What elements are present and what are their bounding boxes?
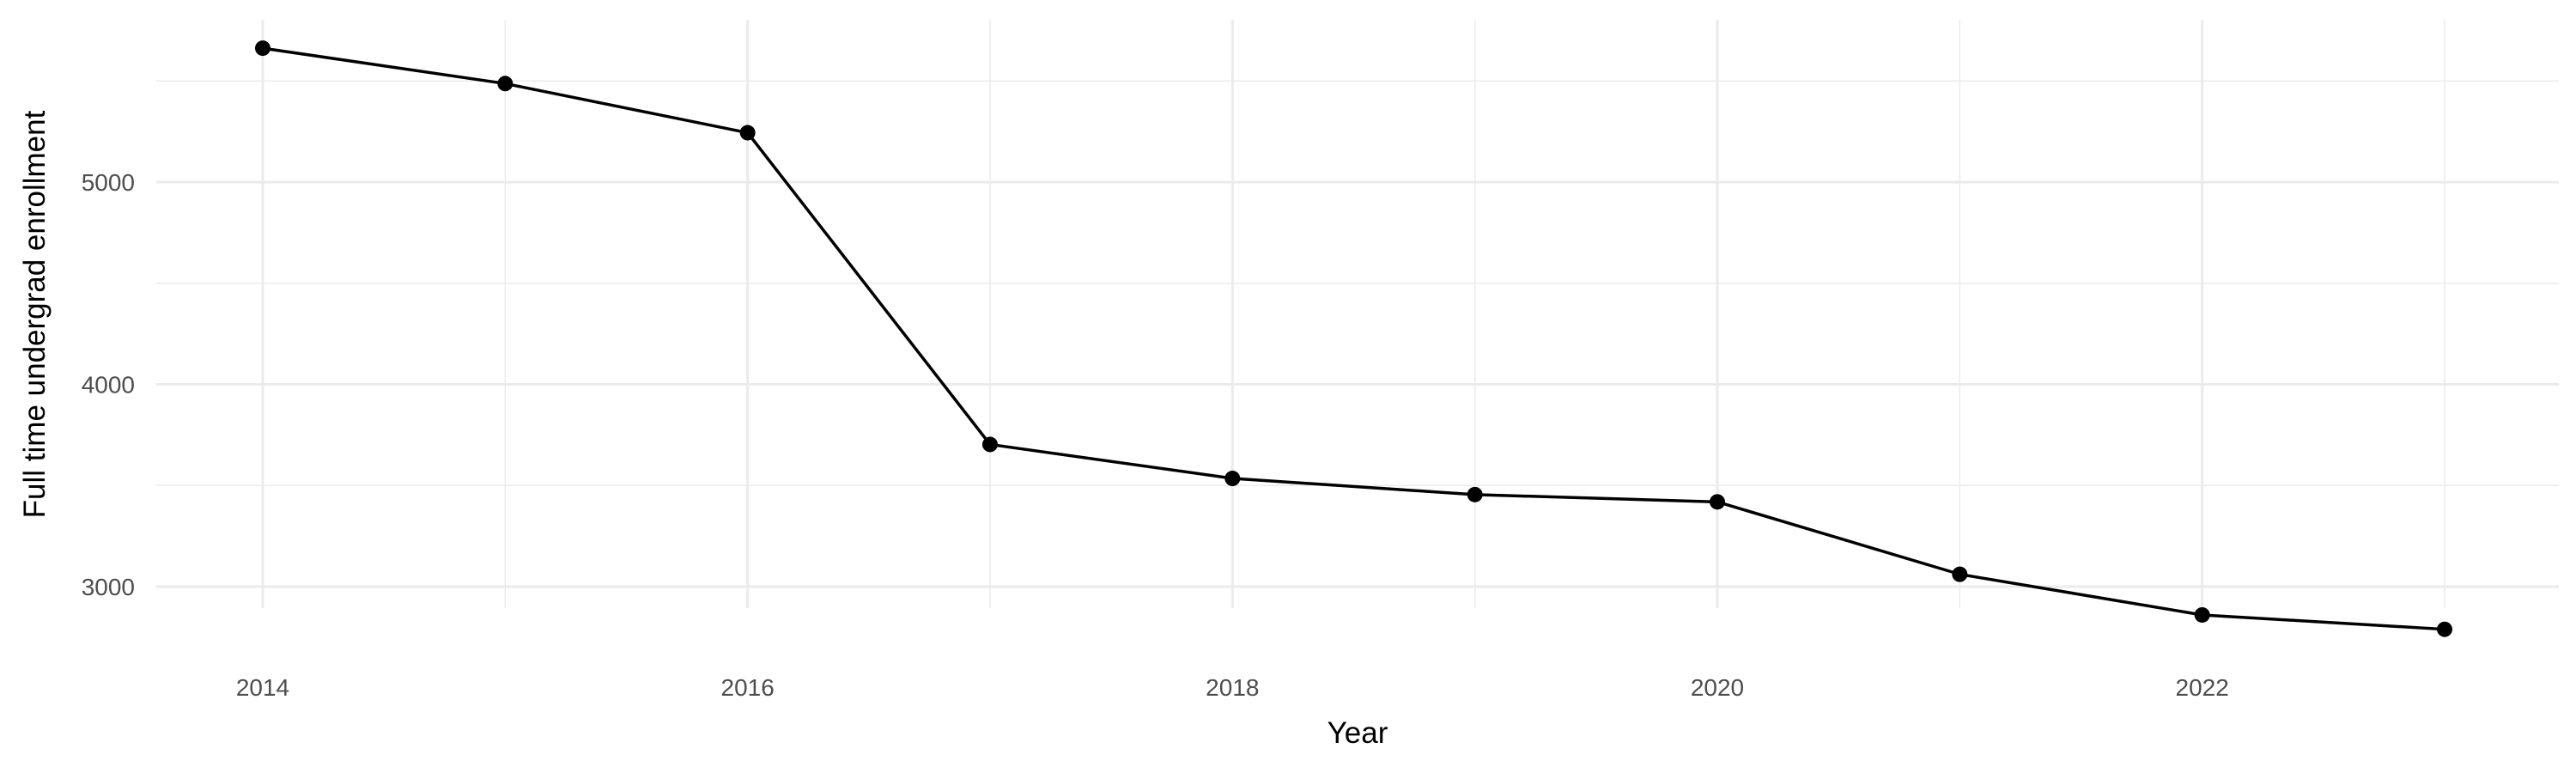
grid [156,20,2559,608]
x-tick-label: 2018 [1206,674,1259,701]
data-point-2016 [739,125,756,141]
data-point-2020 [1710,494,1725,510]
data-point-2015 [497,76,513,92]
data-point-2018 [1224,471,1241,487]
x-axis-title: Year [1327,716,1388,750]
y-tick-label: 3000 [82,574,135,600]
series-points [255,40,2452,637]
x-tick-label: 2016 [721,674,775,701]
x-tick-label: 2022 [2176,674,2229,701]
data-point-2023 [2437,621,2452,637]
data-point-2021 [1952,566,1968,582]
data-point-2022 [2194,606,2210,623]
data-point-2017 [982,436,998,453]
x-axis-ticks: 2014 2016 2018 2020 2022 [236,674,2229,701]
data-point-2014 [255,40,270,57]
x-tick-label: 2014 [236,674,289,701]
series-line [262,46,2445,631]
y-axis-title: Full time undergrad enrollment [18,110,52,518]
y-tick-label: 4000 [82,372,135,399]
data-point-2019 [1467,486,1483,502]
y-axis-ticks: 3000 4000 5000 [82,169,135,600]
y-tick-label: 5000 [82,169,135,196]
x-tick-label: 2020 [1691,674,1744,701]
